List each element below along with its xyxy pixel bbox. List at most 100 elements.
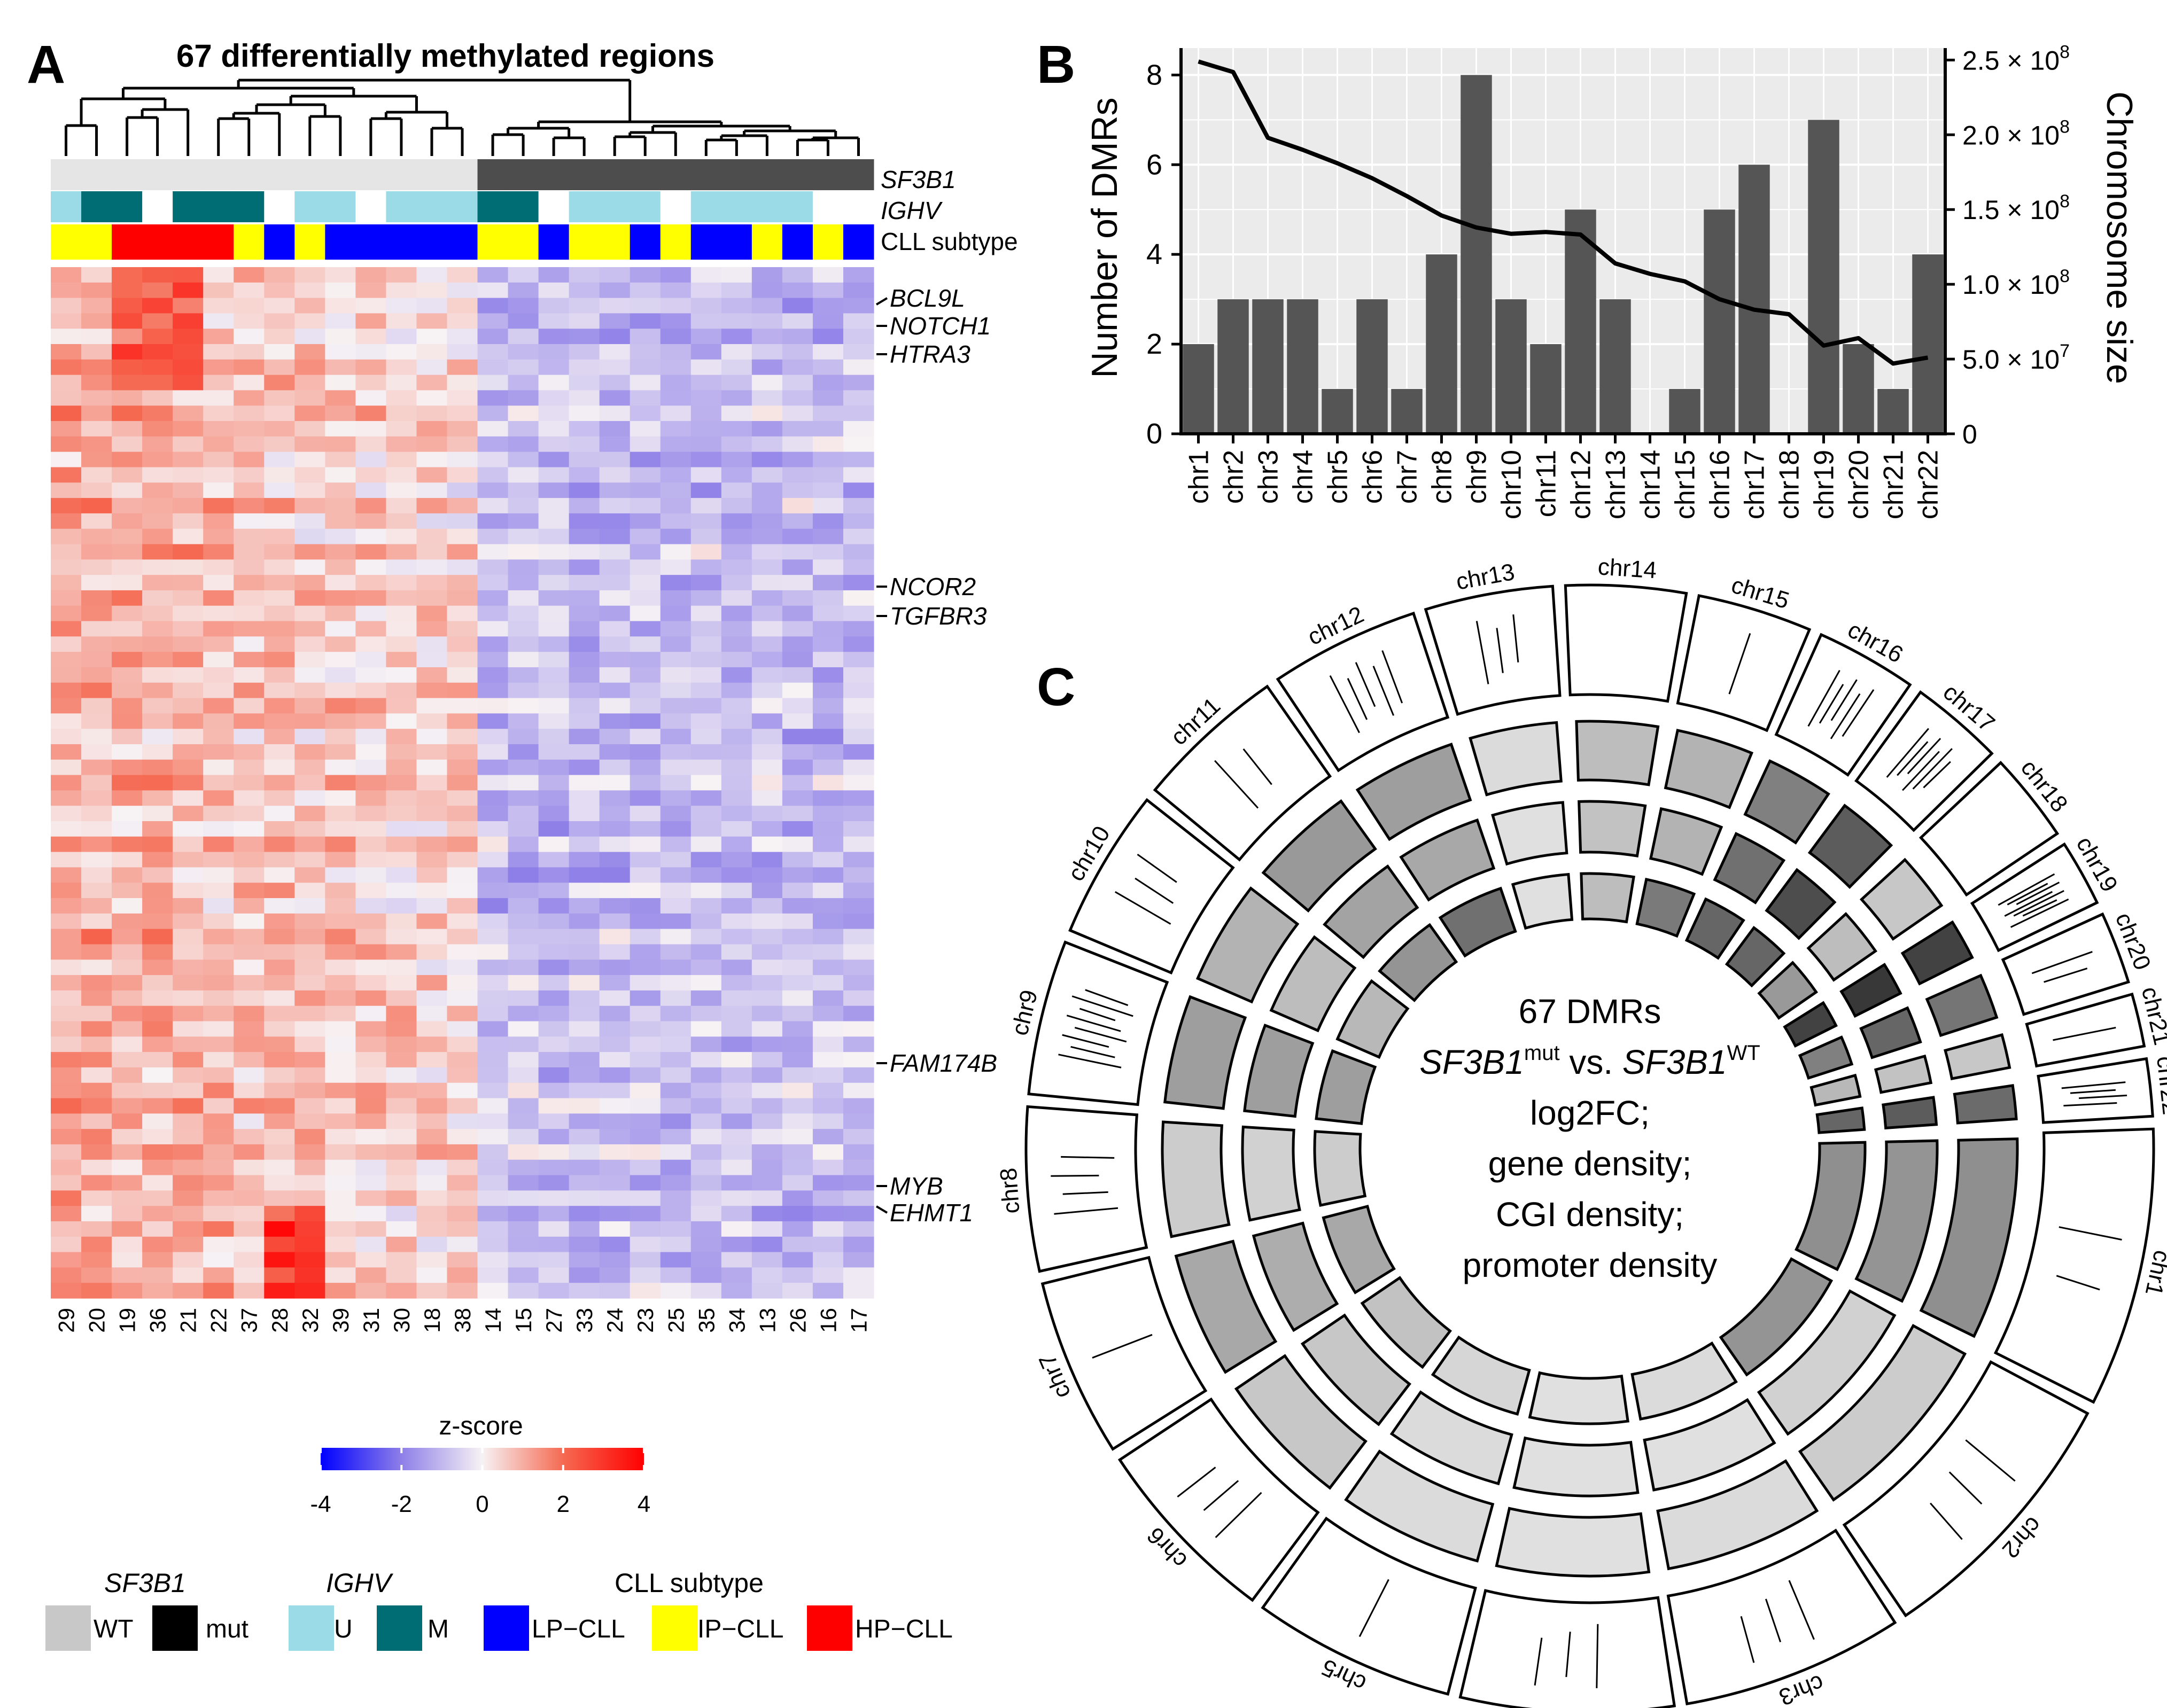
heatmap-cell xyxy=(660,744,692,760)
heatmap-cell xyxy=(142,667,173,683)
heatmap-cell xyxy=(477,1190,509,1206)
ideogram-log2fc-track xyxy=(1919,761,2060,897)
heatmap-cell xyxy=(660,1267,692,1283)
heatmap-cell xyxy=(599,605,631,622)
heatmap-cell xyxy=(447,1067,478,1083)
heatmap-cell xyxy=(660,559,692,575)
heatmap-cell xyxy=(812,1021,844,1037)
heatmap-cell xyxy=(630,421,661,437)
heatmap-cell xyxy=(812,267,844,283)
heatmap-cell xyxy=(416,1236,448,1253)
heatmap-cell xyxy=(234,636,265,652)
heatmap-cell xyxy=(264,528,295,545)
heatmap-cell xyxy=(508,467,539,483)
heatmap-cell xyxy=(51,1144,82,1160)
heatmap-cell xyxy=(660,1159,692,1176)
heatmap-cell xyxy=(173,883,204,899)
heatmap-cell xyxy=(51,775,82,791)
heatmap-cell xyxy=(477,329,509,345)
heatmap-cell xyxy=(203,652,234,668)
heatmap-cell xyxy=(690,1129,722,1145)
heatmap-cell xyxy=(599,621,631,637)
heatmap-cell xyxy=(721,621,752,637)
heatmap-cell xyxy=(142,821,173,837)
heatmap-cell xyxy=(477,836,509,853)
heatmap-cell xyxy=(690,667,722,683)
y2-tick-label: 2.5 × 108 xyxy=(1962,42,2070,75)
heatmap-cell xyxy=(721,990,752,1007)
heatmap-cell xyxy=(447,375,478,391)
heatmap-cell xyxy=(416,1052,448,1068)
heatmap-cell xyxy=(447,821,478,837)
heatmap-cell xyxy=(660,898,692,914)
heatmap-cell xyxy=(538,575,570,591)
heatmap-cell xyxy=(447,682,478,699)
dmr-mark xyxy=(1215,1492,1262,1538)
heatmap-cell xyxy=(569,1236,600,1253)
heatmap-cell xyxy=(264,960,295,976)
heatmap-cell xyxy=(173,1175,204,1191)
heatmap-cell xyxy=(264,313,295,329)
heatmap-cell xyxy=(325,1036,356,1052)
heatmap-cell xyxy=(843,1144,874,1160)
heatmap-cell xyxy=(81,729,112,745)
sample-label: 21 xyxy=(176,1308,201,1333)
heatmap-cell xyxy=(264,329,295,345)
heatmap-cell xyxy=(264,806,295,822)
heatmap-cell xyxy=(325,1252,356,1268)
heatmap-cell xyxy=(386,1113,417,1129)
heatmap-cell xyxy=(203,913,234,930)
heatmap-cell xyxy=(630,913,661,930)
heatmap-cell xyxy=(173,621,204,637)
heatmap-cell xyxy=(386,636,417,652)
heatmap-cell xyxy=(721,344,752,360)
heatmap-cell xyxy=(294,344,325,360)
heatmap-cell xyxy=(721,1082,752,1099)
heatmap-cell xyxy=(660,1206,692,1222)
heatmap-cell xyxy=(325,344,356,360)
annotation-cell-sf3b1 xyxy=(538,159,570,190)
heatmap-cell xyxy=(355,883,387,899)
heatmap-cell xyxy=(569,913,600,930)
heatmap-cell xyxy=(173,806,204,822)
heatmap-cell xyxy=(477,1052,509,1068)
promoter-density-track xyxy=(1798,1035,1854,1080)
heatmap-cell xyxy=(294,652,325,668)
heatmap-cell xyxy=(599,436,631,453)
heatmap-cell xyxy=(782,867,813,883)
heatmap-cell xyxy=(599,590,631,606)
heatmap-cell xyxy=(599,1052,631,1068)
bar xyxy=(1912,254,1944,434)
sample-label: 26 xyxy=(785,1308,810,1333)
heatmap-cell xyxy=(508,913,539,930)
heatmap-cell xyxy=(690,929,722,945)
heatmap-cell xyxy=(294,1129,325,1145)
heatmap-cell xyxy=(660,790,692,806)
heatmap-cell xyxy=(264,975,295,991)
heatmap-cell xyxy=(355,1082,387,1099)
heatmap-cell xyxy=(294,375,325,391)
chromosome-label: chr13 xyxy=(1454,559,1517,595)
heatmap-cell xyxy=(447,1082,478,1099)
heatmap-cell xyxy=(234,559,265,575)
heatmap-cell xyxy=(538,698,570,714)
heatmap-cell xyxy=(751,759,783,776)
heatmap-cell xyxy=(843,759,874,776)
heatmap-cell xyxy=(173,1129,204,1145)
heatmap-cell xyxy=(721,1021,752,1037)
heatmap-cell xyxy=(81,1252,112,1268)
heatmap-cell xyxy=(751,1159,783,1176)
heatmap-cell xyxy=(660,1113,692,1129)
heatmap-cell xyxy=(234,451,265,468)
heatmap-cell xyxy=(355,1236,387,1253)
heatmap-cell xyxy=(812,344,844,360)
heatmap-cell xyxy=(51,975,82,991)
heatmap-cell xyxy=(599,1159,631,1176)
heatmap-cell xyxy=(416,759,448,776)
heatmap-cell xyxy=(721,1036,752,1052)
heatmap-cell xyxy=(690,744,722,760)
dmr-mark xyxy=(2004,891,2053,917)
heatmap-cell xyxy=(264,467,295,483)
heatmap-cell xyxy=(325,1159,356,1176)
heatmap-cell xyxy=(812,1283,844,1299)
